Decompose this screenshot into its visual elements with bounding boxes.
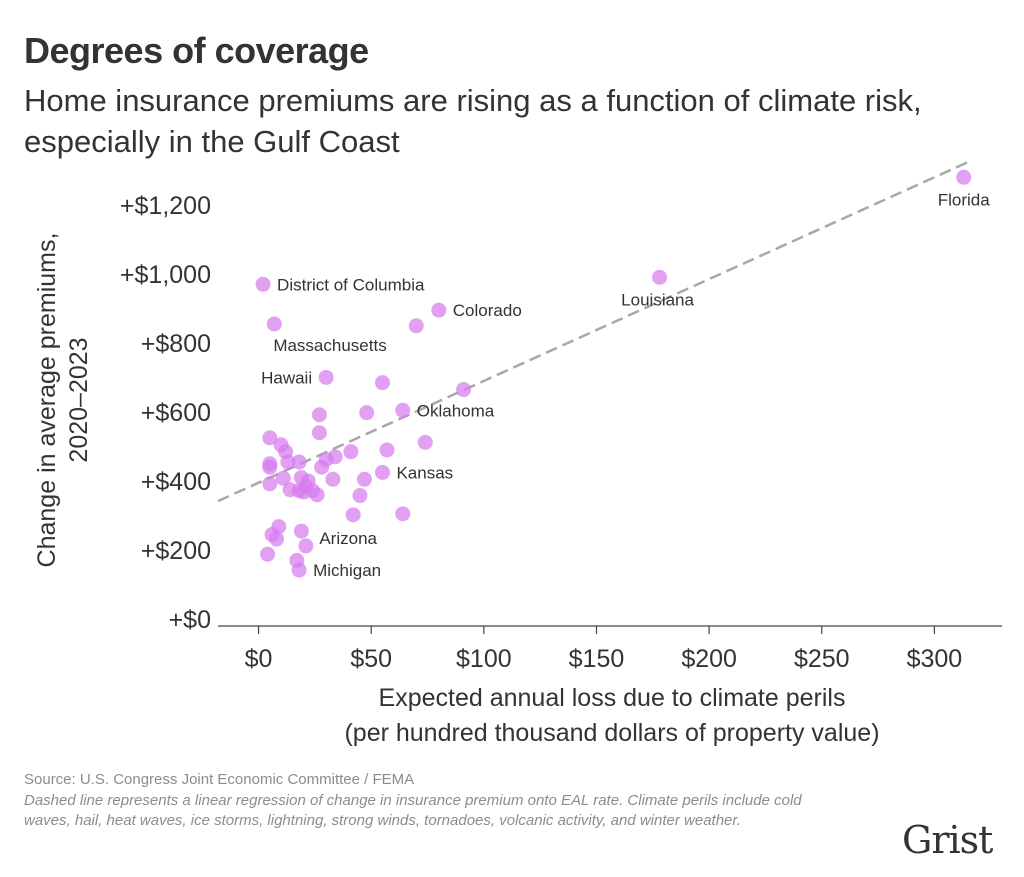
- scatter-chart: $0 $50 $100 $150 $200 $250 $300 +$0 +$200 +$400 +$…: [33, 158, 1002, 747]
- y-tick-label: +$600: [141, 399, 211, 427]
- x-tick-label: $200: [681, 645, 737, 673]
- data-point: [374, 375, 390, 391]
- x-axis-title: (per hundred thousand dollars of propert…: [344, 719, 879, 747]
- y-tick-label: +$0: [169, 606, 211, 634]
- data-point: [456, 382, 472, 398]
- point-label: Louisiana: [621, 290, 694, 309]
- data-point: [291, 454, 307, 470]
- y-tick-label: +$400: [141, 468, 211, 496]
- data-point: [431, 302, 447, 318]
- data-point: [343, 444, 359, 460]
- regression-line: [217, 158, 974, 503]
- data-point: [379, 442, 395, 458]
- data-point: [345, 507, 361, 523]
- x-tick-label: $250: [794, 645, 850, 673]
- grist-logo: Grist: [902, 818, 993, 862]
- point-label: Colorado: [453, 301, 522, 320]
- data-point: [269, 531, 285, 547]
- methodology-note: Dashed line represents a linear regressi…: [24, 791, 802, 830]
- point-label: Massachusetts: [273, 336, 386, 355]
- data-point: [293, 523, 309, 539]
- data-point: [956, 169, 972, 185]
- data-point: [298, 538, 314, 554]
- data-point: [352, 488, 368, 504]
- data-point: [374, 464, 390, 480]
- data-point: [311, 425, 327, 441]
- x-axis-title: Expected annual loss due to climate peri…: [379, 684, 846, 712]
- x-tick-label: $50: [350, 645, 392, 673]
- x-tick-label: $0: [245, 645, 273, 673]
- y-tick-label: +$200: [141, 537, 211, 565]
- data-point: [417, 434, 433, 450]
- data-point: [318, 369, 334, 385]
- data-point: [275, 470, 291, 486]
- y-axis-title: 2020–2023: [65, 337, 93, 462]
- data-point: [359, 405, 375, 421]
- chart-subtitle: Home insurance premiums are rising as a …: [24, 83, 922, 159]
- data-point: [652, 269, 668, 285]
- x-tick-label: $100: [456, 645, 512, 673]
- chart-footer: Source: U.S. Congress Joint Economic Com…: [24, 770, 844, 832]
- data-point: [260, 546, 276, 562]
- point-label: Florida: [938, 190, 991, 209]
- y-axis-title: Change in average premiums,: [33, 233, 61, 568]
- x-tick-label: $300: [907, 645, 963, 673]
- point-label: Arizona: [319, 529, 377, 548]
- data-point: [280, 454, 296, 470]
- data-point: [291, 562, 307, 578]
- y-tick-label: +$1,000: [120, 261, 211, 289]
- point-label: Oklahoma: [417, 401, 495, 420]
- point-label: Hawaii: [261, 368, 312, 387]
- data-point: [262, 459, 278, 475]
- data-point: [314, 459, 330, 475]
- point-label: Kansas: [396, 463, 453, 482]
- data-point: [395, 402, 411, 418]
- data-point: [266, 316, 282, 332]
- source-note: Source: U.S. Congress Joint Economic Com…: [24, 771, 415, 788]
- data-point: [255, 276, 271, 292]
- data-point: [395, 506, 411, 522]
- data-point: [262, 476, 278, 492]
- data-point: [408, 318, 424, 334]
- x-tick-label: $150: [569, 645, 625, 673]
- y-tick-label: +$1,200: [120, 192, 211, 220]
- data-point: [311, 407, 327, 423]
- y-tick-label: +$800: [141, 330, 211, 358]
- data-point: [262, 430, 278, 446]
- point-label: Michigan: [313, 561, 381, 580]
- point-label: District of Columbia: [277, 275, 425, 294]
- data-point: [356, 471, 372, 487]
- data-point: [325, 471, 341, 487]
- chart-title: Degrees of coverage: [24, 30, 369, 71]
- data-point: [309, 487, 325, 503]
